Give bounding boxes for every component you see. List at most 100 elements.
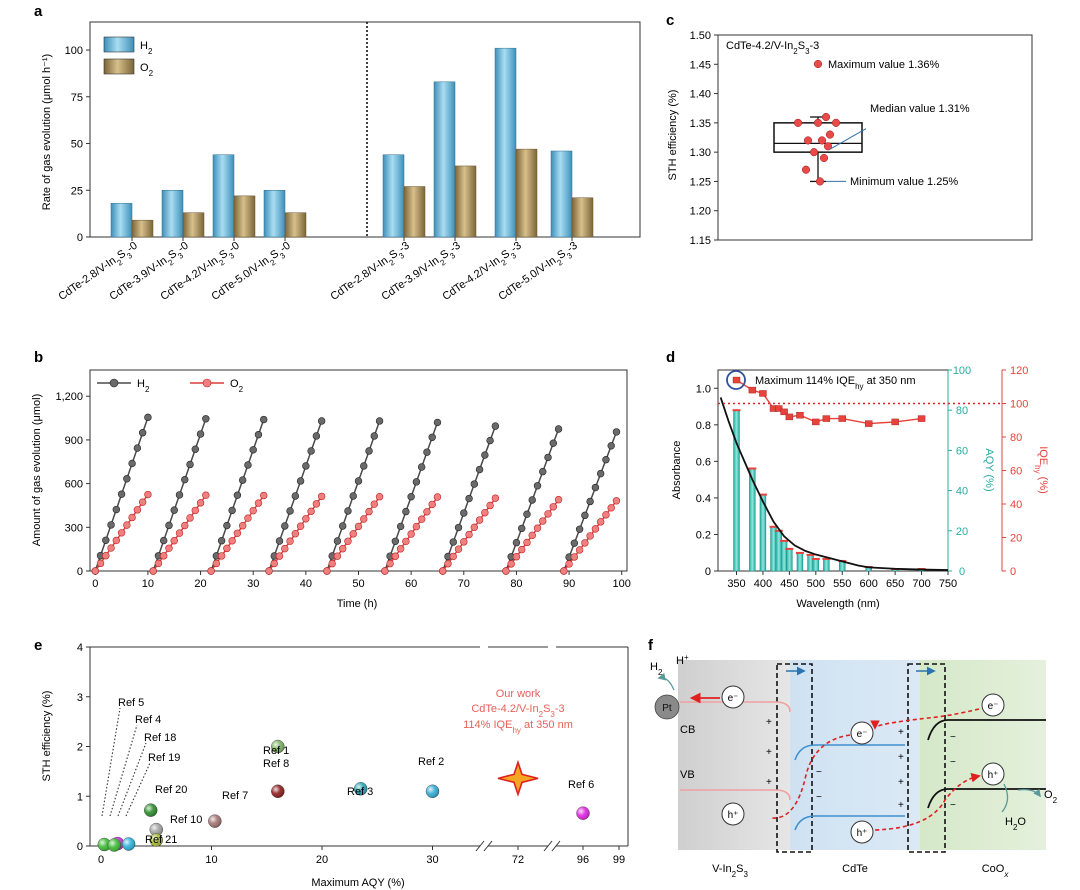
point-label: Ref 18 xyxy=(144,732,176,744)
band-label-vb: VB xyxy=(680,769,695,781)
point-h2 xyxy=(354,477,363,485)
label-leader xyxy=(101,707,121,817)
point-o2 xyxy=(481,509,489,517)
point-o2 xyxy=(449,552,457,561)
hole-vin2s3: h⁺ xyxy=(721,802,745,826)
legend-o2-text: O2 xyxy=(230,378,244,394)
svg-text:h⁺: h⁺ xyxy=(728,810,739,821)
iqe-point xyxy=(891,418,899,426)
band-label-cb: CB xyxy=(680,724,695,736)
point-o2 xyxy=(312,500,321,508)
x-tick-label: 20 xyxy=(316,854,328,866)
point-o2 xyxy=(328,559,336,568)
chart-c-box-sth: STH efficiency (%) 1.15 1.20 1.25 1.30 1.35 1… xyxy=(667,30,1033,247)
x-tick-label: 100 xyxy=(613,578,631,590)
x-tick-label: 30 xyxy=(247,578,259,590)
species-o2: O2 xyxy=(1044,789,1058,805)
point-h2 xyxy=(449,538,457,546)
point-h2 xyxy=(317,417,326,425)
y-tick-label: 4 xyxy=(77,642,83,654)
point-h2 xyxy=(554,425,563,433)
point-h2 xyxy=(433,418,442,427)
svg-text:−: − xyxy=(816,767,822,778)
point-o2 xyxy=(133,506,142,514)
coox-cb xyxy=(927,719,1046,741)
v-in2s3-cb xyxy=(680,701,791,713)
point-o2 xyxy=(586,532,594,540)
point-h2 xyxy=(602,456,610,464)
point-h2 xyxy=(570,539,579,547)
max-marker xyxy=(813,59,823,69)
bar-h2 xyxy=(263,190,286,238)
bar-h2 xyxy=(550,150,573,238)
point-o2 xyxy=(491,494,500,502)
x-tick-label: 0 xyxy=(98,854,104,866)
point-o2 xyxy=(238,522,247,530)
point-o2 xyxy=(454,545,463,553)
point-label: Ref 5 xyxy=(118,697,144,709)
chart-e-ylabel: STH efficiency (%) xyxy=(41,691,53,782)
x-tick-label: CdTe-2.8/V-In2S3-3 xyxy=(328,240,413,306)
region-cdte xyxy=(790,660,920,850)
point-o2 xyxy=(207,567,215,575)
svg-text:+: + xyxy=(766,747,772,758)
svg-text:−: − xyxy=(950,732,956,743)
electron-cdte: e⁻ xyxy=(850,721,874,745)
point-h2 xyxy=(223,521,231,530)
point-o2 xyxy=(602,511,610,519)
point-o2 xyxy=(233,529,242,537)
svg-text:−: − xyxy=(950,757,956,768)
chart-d-ylabel-right: IQEhy (%) xyxy=(1034,446,1050,494)
axis-break-mark xyxy=(543,840,553,852)
x-tick-label: 500 xyxy=(807,578,825,590)
point-shine xyxy=(208,814,222,828)
y-tick-label: 1,200 xyxy=(55,391,83,403)
y-tick-label-left: 0.2 xyxy=(696,529,711,541)
point-shine xyxy=(426,784,439,798)
point-h2 xyxy=(291,492,300,500)
point-o2 xyxy=(417,515,426,523)
legend-h2-marker xyxy=(109,378,119,388)
point-o2 xyxy=(544,510,552,518)
x-tick-label: CdTe-5.0/V-In2S3-3 xyxy=(496,240,581,306)
data-point xyxy=(831,118,841,127)
bar-o2 xyxy=(182,212,205,238)
coox-vb xyxy=(927,788,1046,809)
svg-text:+: + xyxy=(766,717,772,728)
point-h2 xyxy=(138,429,147,437)
point-h2 xyxy=(417,463,426,471)
y-tick-label-right: 120 xyxy=(1010,365,1028,377)
bar-h2 xyxy=(494,47,517,238)
point-h2 xyxy=(123,475,131,483)
iqe-point xyxy=(796,412,804,419)
pt-label: Pt xyxy=(662,703,672,714)
x-tick-label: 650 xyxy=(886,578,904,590)
point-h2 xyxy=(165,521,173,530)
y-tick-label: 25 xyxy=(71,185,83,197)
point-h2 xyxy=(523,510,531,518)
x-tick-label: 99 xyxy=(613,854,625,866)
point-o2 xyxy=(217,552,226,560)
iqe-point xyxy=(780,408,788,416)
point-h2 xyxy=(544,453,552,462)
point-h2 xyxy=(339,522,347,530)
y-tick-label: 300 xyxy=(65,522,83,534)
y-tick-label-right: 40 xyxy=(1010,499,1022,511)
y-tick-label-left: 0.4 xyxy=(696,493,711,505)
point-h2 xyxy=(112,505,121,514)
point-shine xyxy=(144,803,158,817)
point-o2 xyxy=(317,492,326,501)
point-o2 xyxy=(507,560,515,568)
point-o2 xyxy=(275,552,284,560)
svg-text:+: + xyxy=(898,777,904,788)
x-tick-label: 80 xyxy=(510,578,522,590)
point-o2 xyxy=(117,529,126,537)
point-o2 xyxy=(528,531,536,540)
svg-text:−: − xyxy=(950,800,956,811)
point-o2 xyxy=(581,539,589,547)
point-h2 xyxy=(612,428,621,436)
point-shine xyxy=(107,838,121,852)
legend-o2-label: O2 xyxy=(140,62,154,78)
point-h2 xyxy=(107,521,115,529)
